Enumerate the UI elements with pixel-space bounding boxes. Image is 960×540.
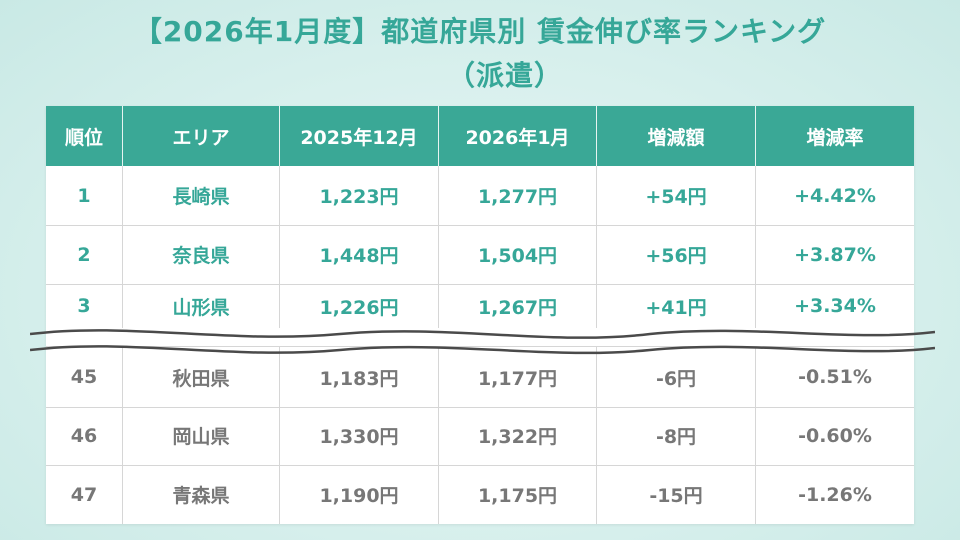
- prev-wage-cell: 1,330円: [280, 406, 439, 465]
- prev-wage-cell: 1,448円: [280, 225, 439, 284]
- curr-wage-cell: 1,177円: [439, 347, 597, 407]
- header-area: エリア: [123, 106, 280, 166]
- table-row: 3 山形県 1,226円 1,267円 +41円 +3.34%: [46, 284, 914, 328]
- table-header-row: 順位 エリア 2025年12月 2026年1月 増減額 増減率: [46, 106, 914, 166]
- change-amount-cell: -6円: [597, 347, 756, 407]
- prev-wage-cell: 1,183円: [280, 347, 439, 407]
- header-dec-2025: 2025年12月: [280, 106, 439, 166]
- page-title: 【2026年1月度】都道府県別 賃金伸び率ランキング: [133, 15, 827, 48]
- curr-wage-cell: 1,267円: [439, 284, 597, 328]
- change-amount-cell: -8円: [597, 406, 756, 465]
- header-change-amount: 増減額: [597, 106, 756, 166]
- page-subtitle: （派遣）: [446, 59, 563, 92]
- table-row: 45 秋田県 1,183円 1,177円 -6円 -0.51%: [46, 346, 914, 408]
- row-omission-gap: [46, 328, 914, 346]
- curr-wage-cell: 1,322円: [439, 406, 597, 465]
- curr-wage-cell: 1,277円: [439, 166, 597, 225]
- ranking-table: 順位 エリア 2025年12月 2026年1月 増減額 増減率 1 長崎県 1,…: [46, 106, 914, 524]
- change-rate-cell: +3.34%: [794, 295, 876, 317]
- area-cell: 秋田県: [123, 347, 280, 407]
- header-jan-2026: 2026年1月: [439, 106, 597, 166]
- change-amount-cell: +41円: [597, 284, 756, 328]
- change-amount-cell: +54円: [597, 166, 756, 225]
- prev-wage-cell: 1,190円: [280, 465, 439, 524]
- change-amount-cell: +56円: [597, 225, 756, 284]
- rank-cell: 46: [46, 406, 123, 465]
- change-rate-cell: -0.60%: [798, 424, 872, 447]
- prev-wage-cell: 1,223円: [280, 166, 439, 225]
- table-row: 47 青森県 1,190円 1,175円 -15円 -1.26%: [46, 465, 914, 524]
- header-change-rate: 増減率: [806, 126, 864, 149]
- area-cell: 山形県: [123, 284, 280, 328]
- area-cell: 青森県: [123, 465, 280, 524]
- table-row: 46 岡山県 1,330円 1,322円 -8円 -0.60%: [46, 406, 914, 466]
- area-cell: 奈良県: [123, 225, 280, 284]
- rank-cell: 1: [46, 166, 123, 225]
- prev-wage-cell: 1,226円: [280, 284, 439, 328]
- header-rank: 順位: [46, 106, 123, 166]
- change-rate-cell: +4.42%: [794, 184, 876, 207]
- table-row: 1 長崎県 1,223円 1,277円 +54円 +4.42%: [46, 166, 914, 226]
- curr-wage-cell: 1,175円: [439, 465, 597, 524]
- change-rate-cell: +3.87%: [794, 243, 876, 266]
- area-cell: 岡山県: [123, 406, 280, 465]
- rank-cell: 45: [46, 347, 123, 407]
- rank-cell: 2: [46, 225, 123, 284]
- area-cell: 長崎県: [123, 166, 280, 225]
- curr-wage-cell: 1,504円: [439, 225, 597, 284]
- change-rate-cell: -0.51%: [798, 366, 872, 388]
- rank-cell: 47: [46, 465, 123, 524]
- omission-wave-divider: [30, 329, 935, 355]
- change-amount-cell: -15円: [597, 465, 756, 524]
- rank-cell: 3: [46, 284, 123, 328]
- table-row: 2 奈良県 1,448円 1,504円 +56円 +3.87%: [46, 225, 914, 285]
- change-rate-cell: -1.26%: [798, 483, 872, 506]
